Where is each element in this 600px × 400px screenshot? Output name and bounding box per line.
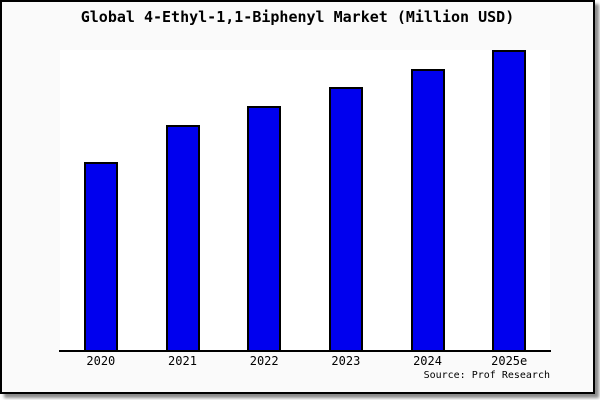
bar-2024 [410, 68, 445, 350]
bar-slot [387, 50, 469, 350]
x-axis-label-2024: 2024 [413, 354, 442, 368]
bar-2020 [83, 161, 118, 350]
x-axis-label-2022: 2022 [249, 354, 279, 368]
bar-slot [305, 50, 387, 350]
x-axis-line [59, 350, 551, 352]
bar-slot [223, 50, 305, 350]
bars [60, 50, 550, 350]
x-axis-label-2025e: 2025e [491, 354, 528, 368]
bar-slot [142, 50, 224, 350]
chart-title: Global 4-Ethyl-1,1-Biphenyl Market (Mill… [80, 8, 515, 26]
bar-slot [60, 50, 142, 350]
chart-card: Global 4-Ethyl-1,1-Biphenyl Market (Mill… [0, 0, 595, 394]
bar-2022 [247, 106, 282, 350]
source-credit: Source: Prof Research [423, 370, 550, 381]
plot-area [59, 50, 551, 352]
x-axis-label-2023: 2023 [331, 354, 361, 368]
bar-slot [468, 50, 550, 350]
bar-2023 [328, 86, 363, 350]
bar-2025e [492, 50, 527, 350]
x-axis-label-2021: 2021 [168, 354, 197, 368]
bar-2021 [165, 125, 200, 350]
x-axis-labels: 2020 2021 2022 2023 2024 2025e [60, 354, 550, 368]
x-axis-label-2020: 2020 [86, 354, 116, 368]
